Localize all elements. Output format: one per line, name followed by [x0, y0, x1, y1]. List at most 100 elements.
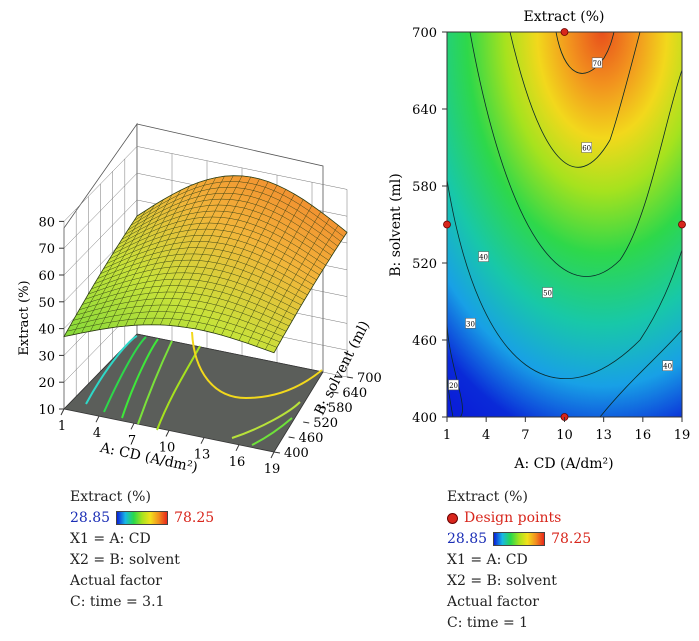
y-tick-label-2d: 400	[412, 411, 437, 426]
contour-label-box	[591, 57, 603, 69]
y-tick-label-2d: 520	[412, 257, 437, 272]
y-tick-label-2d: 700	[412, 26, 437, 41]
legend-right-x2: X2 = B: solvent	[447, 573, 557, 589]
contour-label: 50	[543, 290, 552, 298]
contour-label-box	[662, 360, 673, 371]
x-tick-label-2d: 13	[595, 428, 612, 443]
contour-label-box	[448, 379, 459, 391]
mesh-line	[133, 181, 345, 238]
x-tick-mark-3d	[270, 451, 275, 459]
legend-right: Extract (%) Design points 28.85 78.25 X1 …	[447, 487, 591, 634]
contour-label-box	[478, 251, 489, 262]
contour-label-box	[465, 318, 476, 329]
x-tick-mark-3d	[95, 415, 100, 423]
x-tick-label-2d: 1	[443, 428, 451, 443]
design-point	[678, 220, 686, 229]
x-tick-mark-3d	[200, 437, 205, 444]
contour-label-box	[581, 142, 592, 153]
y-tick-label-2d: 460	[412, 334, 437, 349]
x-tick-label-3d: 7	[128, 433, 136, 448]
y-tick-label-2d: 580	[412, 180, 437, 195]
y-tick-label-3d: 580	[328, 401, 353, 416]
x-tick-label-2d: 4	[482, 428, 490, 443]
surface-mesh	[63, 175, 348, 354]
contour-label: 20	[449, 382, 458, 390]
legend-left-time: C: time = 3.1	[70, 594, 165, 610]
legend-left-actual: Actual factor	[70, 573, 162, 589]
x-tick-label-3d: 16	[229, 455, 246, 470]
y-tick-label-3d: 700	[357, 371, 382, 386]
z-axis-label: Extract (%)	[17, 280, 32, 355]
y-tick-label-3d: 640	[342, 386, 367, 401]
design-point	[443, 220, 451, 229]
contour-label-box	[542, 287, 553, 298]
x-tick-label-2d: 7	[521, 428, 529, 443]
contour-label: 60	[582, 145, 591, 153]
design-point-icon	[447, 512, 458, 524]
z-axis-ticks: 10 20 30 40 50 60 70 80	[38, 215, 64, 418]
contour-label: 70	[593, 60, 602, 68]
surface-plot-3d: 10 20 30 40 50 60 70 80 Extract (%) 1 4 7 10 13 16 19…	[17, 122, 382, 477]
x-tick-label-2d: 16	[635, 428, 652, 443]
legend-right-actual: Actual factor	[447, 594, 539, 610]
legend-left-x2: X2 = B: solvent	[70, 552, 180, 568]
x-axis-ticks-2d: 1 4 7 10 13 16 19	[443, 417, 690, 443]
x-tick-label-3d: 10	[159, 441, 176, 456]
x-tick-label-2d: 10	[556, 428, 573, 443]
legend-left-x1: X1 = A: CD	[70, 531, 151, 547]
contour-label: 40	[479, 254, 488, 262]
mesh-line	[265, 225, 339, 350]
legend-right-colorbar-row: 28.85 78.25	[447, 529, 591, 550]
floor-contours	[85, 331, 323, 446]
legend-right-design: Design points	[464, 510, 562, 526]
mesh-line	[127, 192, 339, 247]
mesh-line	[247, 211, 321, 344]
x-tick-label-2d: 19	[674, 428, 691, 443]
legend-right-time: C: time = 1	[447, 615, 529, 631]
y-tick-label-3d: 460	[299, 431, 324, 446]
contour-plot: Extract (%) 20 30 40 50 60 70 40 1 4 7 10 13 16 19 4…	[388, 9, 690, 472]
colorbar-icon	[116, 511, 169, 525]
colorbar-icon	[493, 532, 546, 546]
y-tick-label-3d: 520	[313, 416, 338, 431]
x-axis-label-3d: A: CD (A/dm²)	[98, 440, 199, 476]
legend-left-colorbar-row: 28.85 78.25	[70, 508, 214, 529]
legend-left-min: 28.85	[70, 510, 111, 526]
x-tick-label-3d: 1	[58, 419, 66, 434]
y-axis-ticks-2d: 400 460 520 580 640 700	[412, 26, 447, 426]
z-tick-label: 10	[38, 403, 55, 418]
y-tick-label-3d: 400	[284, 446, 309, 461]
legend-left-title: Extract (%)	[70, 489, 151, 505]
z-tick-label: 40	[38, 323, 55, 338]
contour-lines	[447, 32, 682, 417]
legend-right-title: Extract (%)	[447, 489, 528, 505]
contour-heatmap	[447, 32, 682, 417]
x-tick-label-3d: 19	[264, 462, 281, 477]
mesh-line	[256, 218, 330, 347]
z-tick-label: 80	[38, 215, 55, 230]
legend-left-max: 78.25	[174, 510, 215, 526]
z-tick-label: 30	[38, 349, 55, 364]
x-tick-mark-3d	[130, 423, 135, 430]
contour-level-labels: 20 30 40 50 60 70 40	[448, 57, 673, 391]
z-tick-label: 60	[38, 269, 55, 284]
x-tick-mark-3d	[165, 430, 170, 437]
y-tick-mark-3d	[332, 391, 339, 394]
y-tick-mark-3d	[288, 436, 295, 439]
x-tick-label-3d: 4	[93, 426, 101, 441]
y-tick-mark-3d	[303, 421, 310, 424]
x-tick-mark-3d	[235, 444, 240, 452]
legend-right-design-row: Design points	[447, 508, 591, 529]
x-tick-label-3d: 13	[194, 448, 211, 463]
legend-left: Extract (%) 28.85 78.25 X1 = A: CD X2 = B…	[70, 487, 214, 613]
mesh-line	[124, 198, 335, 252]
legend-right-min: 28.85	[447, 531, 488, 547]
y-tick-mark-3d	[273, 451, 281, 454]
z-tick-label: 70	[38, 242, 55, 257]
mesh-line	[273, 232, 348, 353]
y-tick-label-2d: 640	[412, 103, 437, 118]
x-tick-mark-3d	[60, 408, 65, 416]
z-tick-label: 20	[38, 376, 55, 391]
